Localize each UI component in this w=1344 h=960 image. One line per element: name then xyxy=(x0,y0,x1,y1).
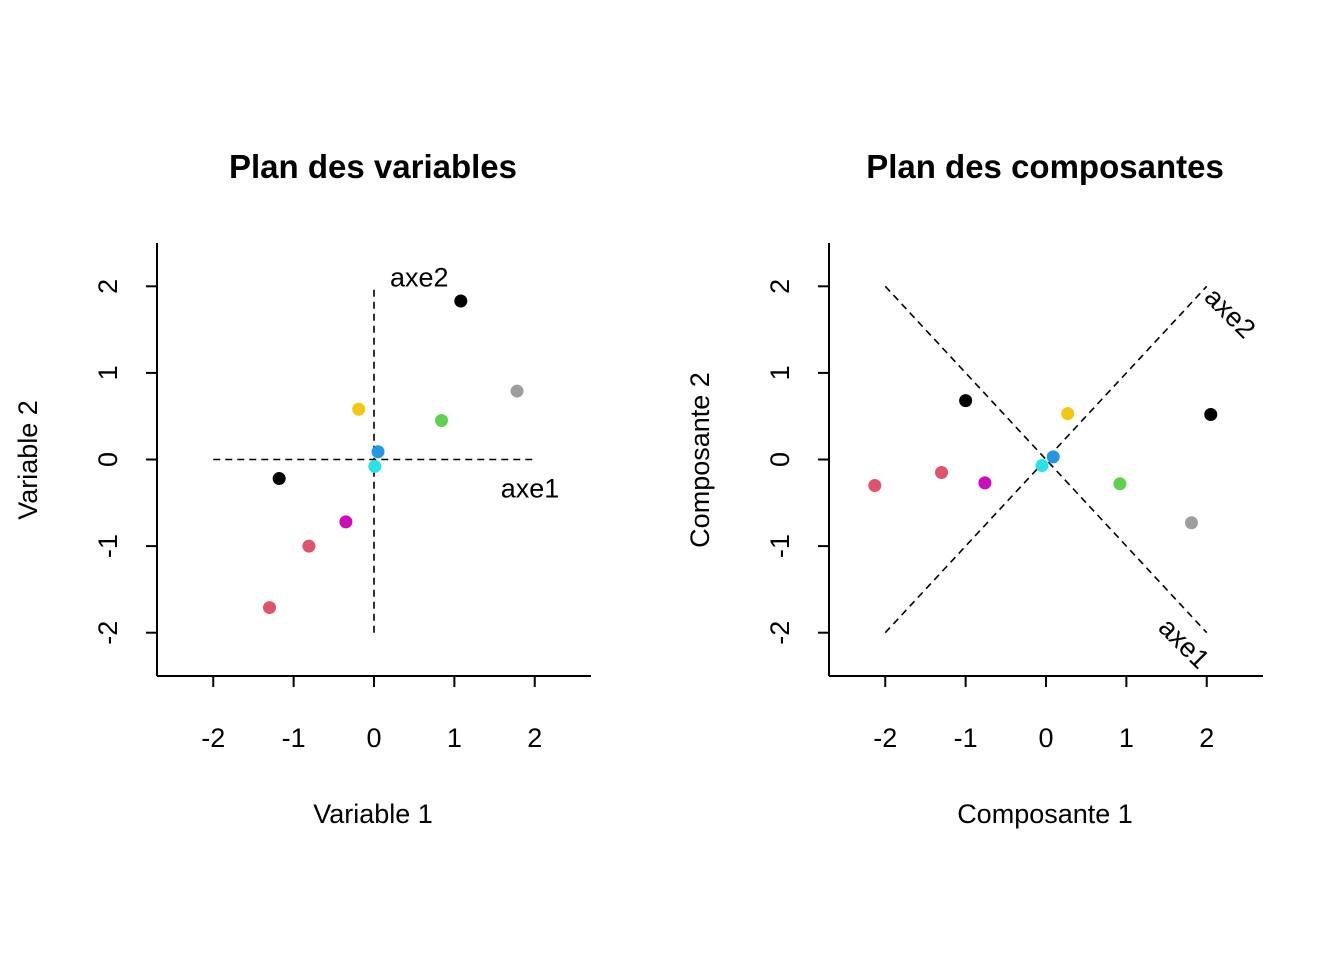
data-point xyxy=(1184,516,1198,530)
data-point xyxy=(368,459,382,473)
axe2-label: axe2 xyxy=(1199,282,1262,345)
data-point xyxy=(302,539,316,553)
plot-panel-composantes: Plan des composantes Composante 1 Compos… xyxy=(685,148,1263,829)
axe1-label: axe1 xyxy=(501,474,560,504)
data-point xyxy=(1113,477,1127,491)
data-point xyxy=(435,414,449,428)
y-tick-label: 0 xyxy=(93,452,123,467)
projection-axes: axe1 axe2 xyxy=(213,262,560,633)
x-tick-label: 2 xyxy=(527,723,542,753)
data-point xyxy=(935,465,949,479)
chart-title: Plan des variables xyxy=(229,148,517,185)
x-tick-label: 2 xyxy=(1199,723,1214,753)
x-tick-label: -1 xyxy=(954,723,978,753)
data-point xyxy=(510,384,524,398)
axe1-label: axe1 xyxy=(1153,612,1216,675)
y-axis-label: Composante 2 xyxy=(685,372,715,548)
x-tick-label: -2 xyxy=(873,723,897,753)
y-tick-label: -2 xyxy=(93,621,123,645)
y-axis-label: Variable 2 xyxy=(13,400,43,520)
data-point xyxy=(868,478,882,492)
y-tick-label: 2 xyxy=(93,279,123,294)
axe2-label: axe2 xyxy=(390,262,449,292)
chart-title: Plan des composantes xyxy=(866,148,1224,185)
y-ticks: -2 -1 0 1 2 xyxy=(93,279,157,645)
data-point xyxy=(272,472,286,486)
axe2-line xyxy=(884,285,1208,634)
data-point xyxy=(1061,407,1075,421)
y-tick-label: 0 xyxy=(765,452,795,467)
x-axis-label: Variable 1 xyxy=(313,799,433,829)
y-tick-label: -1 xyxy=(765,534,795,558)
data-points xyxy=(868,394,1218,530)
x-ticks: -2 -1 0 1 2 xyxy=(201,676,542,753)
plot-area xyxy=(829,243,1263,676)
axe1-line xyxy=(884,285,1208,634)
data-point xyxy=(263,601,277,615)
data-point xyxy=(454,294,468,308)
x-tick-label: -2 xyxy=(201,723,225,753)
data-point xyxy=(1204,407,1218,421)
y-ticks: -2 -1 0 1 2 xyxy=(765,279,829,645)
x-tick-label: 1 xyxy=(1119,723,1134,753)
x-tick-label: 1 xyxy=(447,723,462,753)
x-tick-label: 0 xyxy=(1038,723,1053,753)
data-point xyxy=(371,445,385,459)
data-point xyxy=(1046,450,1060,464)
x-ticks: -2 -1 0 1 2 xyxy=(873,676,1214,753)
x-axis-label: Composante 1 xyxy=(957,799,1133,829)
y-tick-label: 1 xyxy=(765,365,795,380)
data-point xyxy=(1035,459,1049,473)
data-point xyxy=(339,515,353,529)
data-points xyxy=(263,294,524,615)
plot-panel-variables: Plan des variables Variable 1 Variable 2… xyxy=(13,148,591,829)
y-tick-label: -2 xyxy=(765,621,795,645)
x-tick-label: -1 xyxy=(282,723,306,753)
y-tick-label: 2 xyxy=(765,279,795,294)
data-point xyxy=(978,476,992,490)
y-tick-label: -1 xyxy=(93,534,123,558)
data-point xyxy=(352,402,366,416)
y-tick-label: 1 xyxy=(93,365,123,380)
data-point xyxy=(959,394,973,408)
x-tick-label: 0 xyxy=(366,723,381,753)
